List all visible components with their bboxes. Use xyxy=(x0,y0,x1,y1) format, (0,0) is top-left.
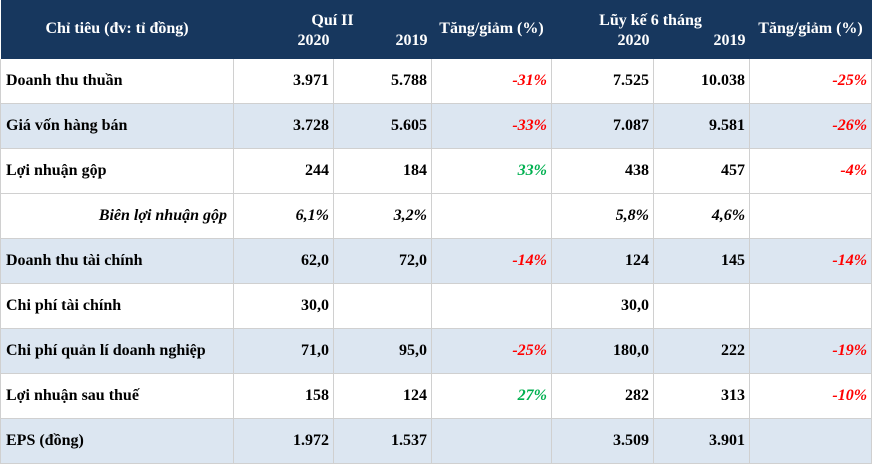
row-label: Doanh thu tài chính xyxy=(0,238,234,284)
q2-2019-value: 184 xyxy=(333,148,432,194)
q2-2020-value: 3.971 xyxy=(233,59,334,104)
header-ytd-change: Tăng/giảm (%) xyxy=(749,0,872,59)
q2-change-value: -14% xyxy=(431,238,552,284)
ytd-change-value xyxy=(749,418,873,464)
q2-2019-value: 5.605 xyxy=(333,103,432,149)
ytd-2020-value: 282 xyxy=(551,373,654,419)
header-indicator-label: Chỉ tiêu (đv: tỉ đồng) xyxy=(0,0,234,59)
q2-2020-value: 244 xyxy=(233,148,334,194)
ytd-2020-value: 30,0 xyxy=(551,283,654,329)
ytd-2019-value xyxy=(653,283,751,329)
ytd-2019-value: 10.038 xyxy=(653,59,751,104)
q2-2019-value: 5.788 xyxy=(333,59,432,104)
ytd-2019-value: 9.581 xyxy=(653,103,751,149)
ytd-2019-value: 222 xyxy=(653,328,751,374)
table-row: Giá vốn hàng bán 3.728 5.605 -33% 7.087 … xyxy=(0,103,873,149)
ytd-2020-value: 7.087 xyxy=(551,103,654,149)
q2-2020-value: 6,1% xyxy=(233,193,334,239)
q2-change-value: -25% xyxy=(431,328,552,374)
row-label: Chi phí tài chính xyxy=(0,283,234,329)
table-row: Doanh thu thuần 3.971 5.788 -31% 7.525 1… xyxy=(0,59,873,104)
q2-change-value: -31% xyxy=(431,59,552,104)
q2-change-value xyxy=(431,193,552,239)
q2-2019-value: 95,0 xyxy=(333,328,432,374)
table-row: Lợi nhuận sau thuế 158 124 27% 282 313 -… xyxy=(0,373,873,419)
q2-2019-value xyxy=(333,283,432,329)
row-label: Lợi nhuận gộp xyxy=(0,148,234,194)
ytd-2020-value: 7.525 xyxy=(551,59,654,104)
row-label: Lợi nhuận sau thuế xyxy=(0,373,234,419)
row-label: Doanh thu thuần xyxy=(0,59,234,104)
row-label: Giá vốn hàng bán xyxy=(0,103,234,149)
q2-change-value xyxy=(431,418,552,464)
ytd-change-value: -19% xyxy=(749,328,873,374)
ytd-2020-value: 124 xyxy=(551,238,654,284)
ytd-change-value: -25% xyxy=(749,59,873,104)
table-body: Doanh thu thuần 3.971 5.788 -31% 7.525 1… xyxy=(0,59,873,464)
ytd-2020-value: 5,8% xyxy=(551,193,654,239)
header-ytd-year-2019: 2019 xyxy=(653,31,750,59)
ytd-2020-value: 180,0 xyxy=(551,328,654,374)
table-row: Doanh thu tài chính 62,0 72,0 -14% 124 1… xyxy=(0,238,873,284)
table-row: Lợi nhuận gộp 244 184 33% 438 457 -4% xyxy=(0,148,873,194)
ytd-2019-value: 145 xyxy=(653,238,751,284)
header-q2-year-2020: 2020 xyxy=(233,31,334,59)
ytd-2019-value: 457 xyxy=(653,148,751,194)
table-row: Chi phí tài chính 30,0 30,0 xyxy=(0,283,873,329)
q2-change-value xyxy=(431,283,552,329)
q2-change-value: 33% xyxy=(431,148,552,194)
ytd-2019-value: 3.901 xyxy=(653,418,751,464)
header-q2-year-2019: 2019 xyxy=(333,31,432,59)
q2-2019-value: 72,0 xyxy=(333,238,432,284)
ytd-2019-value: 313 xyxy=(653,373,751,419)
ytd-2019-value: 4,6% xyxy=(653,193,751,239)
header-ytd-year-2020: 2020 xyxy=(551,31,654,59)
row-label: EPS (đồng) xyxy=(0,418,234,464)
ytd-change-value: -4% xyxy=(749,148,873,194)
q2-change-value: 27% xyxy=(431,373,552,419)
q2-2020-value: 3.728 xyxy=(233,103,334,149)
row-label: Biên lợi nhuận gộp xyxy=(0,193,234,239)
table-row: Chi phí quản lí doanh nghiệp 71,0 95,0 -… xyxy=(0,328,873,374)
table-row: Biên lợi nhuận gộp 6,1% 3,2% 5,8% 4,6% xyxy=(0,193,873,239)
q2-change-value: -33% xyxy=(431,103,552,149)
header-q2-group: Quí II xyxy=(233,0,432,31)
header-q2-change: Tăng/giảm (%) xyxy=(431,0,552,59)
q2-2019-value: 124 xyxy=(333,373,432,419)
q2-2020-value: 158 xyxy=(233,373,334,419)
q2-2020-value: 30,0 xyxy=(233,283,334,329)
ytd-2020-value: 3.509 xyxy=(551,418,654,464)
row-label: Chi phí quản lí doanh nghiệp xyxy=(0,328,234,374)
q2-2020-value: 62,0 xyxy=(233,238,334,284)
q2-2019-value: 3,2% xyxy=(333,193,432,239)
q2-2020-value: 1.972 xyxy=(233,418,334,464)
header-ytd-group: Lũy kế 6 tháng xyxy=(551,0,750,31)
q2-2019-value: 1.537 xyxy=(333,418,432,464)
q2-2020-value: 71,0 xyxy=(233,328,334,374)
ytd-change-value: -10% xyxy=(749,373,873,419)
ytd-2020-value: 438 xyxy=(551,148,654,194)
table-row: EPS (đồng) 1.972 1.537 3.509 3.901 xyxy=(0,418,873,464)
ytd-change-value xyxy=(749,193,873,239)
ytd-change-value: -14% xyxy=(749,238,873,284)
ytd-change-value xyxy=(749,283,873,329)
table-header: Chỉ tiêu (đv: tỉ đồng) Quí II Tăng/giảm … xyxy=(0,0,872,59)
ytd-change-value: -26% xyxy=(749,103,873,149)
